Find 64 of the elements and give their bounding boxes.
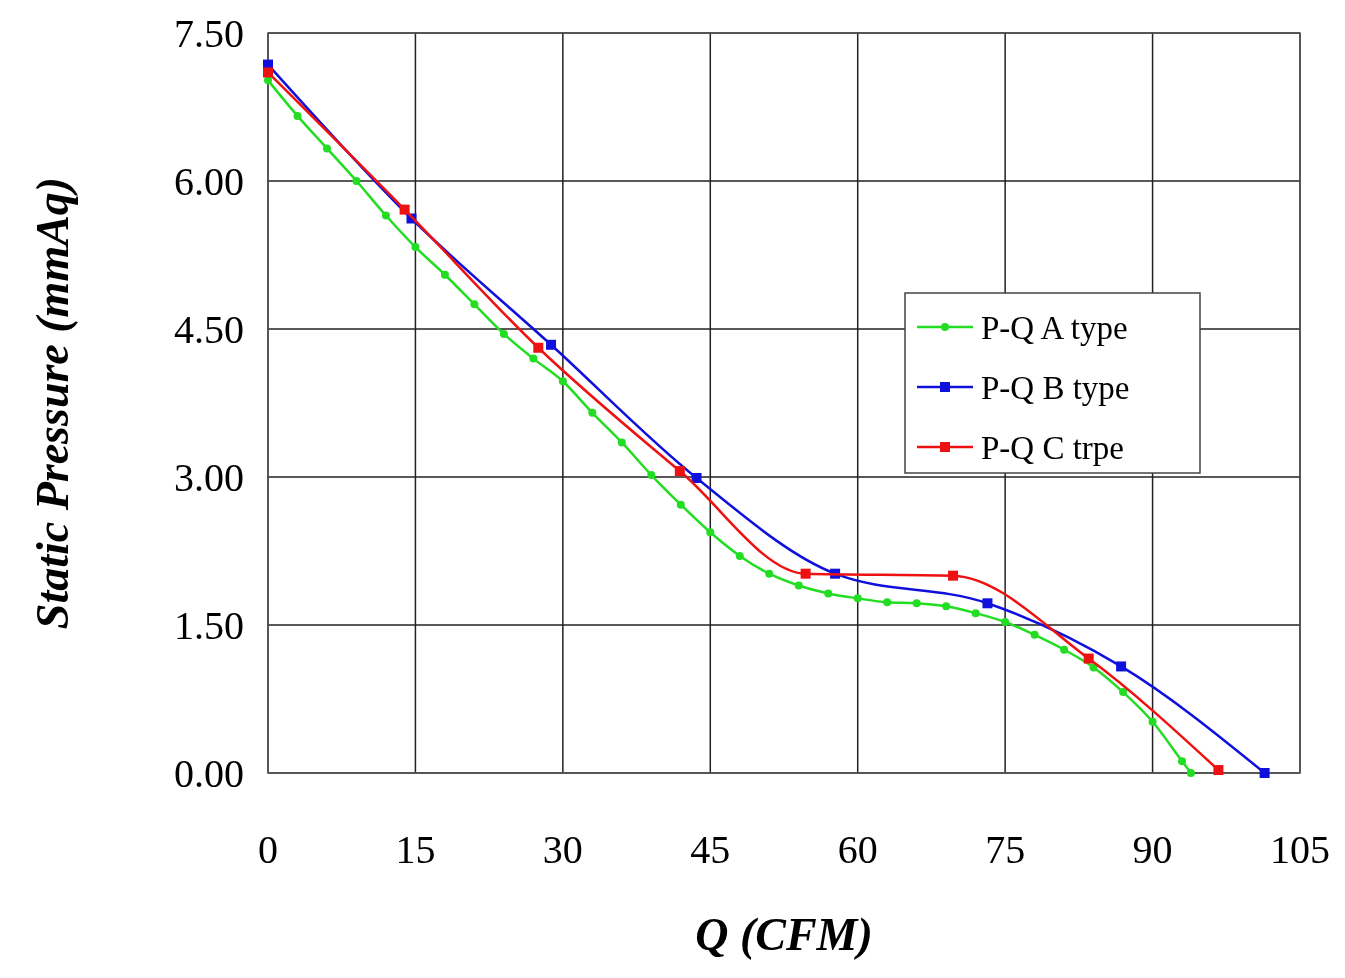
x-tick-label: 90 (1132, 827, 1173, 872)
point (765, 569, 774, 578)
point (1213, 765, 1224, 776)
y-tick-label: 7.50 (174, 11, 244, 56)
point (912, 599, 921, 608)
point (1001, 618, 1010, 627)
point (322, 144, 331, 153)
point (1119, 688, 1128, 697)
point (470, 300, 479, 309)
point (676, 500, 685, 509)
point (1083, 653, 1094, 664)
point (1186, 769, 1195, 777)
point (971, 609, 980, 618)
y-tick-label: 3.00 (174, 455, 244, 500)
x-tick-label: 45 (690, 827, 731, 872)
point (499, 329, 508, 338)
point (1148, 717, 1157, 726)
x-axis-title: Q (CFM) (695, 909, 873, 960)
point (853, 594, 862, 603)
x-tick-label: 105 (1270, 827, 1330, 872)
point (942, 602, 951, 611)
point (794, 581, 803, 590)
point (529, 354, 538, 363)
point (735, 551, 744, 560)
point (533, 342, 544, 353)
point (982, 598, 993, 609)
point (264, 76, 272, 85)
x-tick-label: 75 (985, 827, 1026, 872)
legend-label: P-Q C trpe (981, 429, 1124, 466)
point (691, 472, 702, 483)
point (399, 204, 410, 215)
point (546, 339, 557, 350)
point (558, 377, 567, 386)
point (824, 589, 833, 598)
y-tick-label: 1.50 (174, 603, 244, 648)
point (588, 408, 597, 417)
x-tick-label: 15 (395, 827, 436, 872)
point (411, 243, 420, 252)
legend-label: P-Q B type (981, 369, 1130, 406)
y-tick-label: 6.00 (174, 159, 244, 204)
x-tick-label: 30 (542, 827, 583, 872)
x-tick-label: 60 (837, 827, 878, 872)
y-tick-label: 0.00 (174, 751, 244, 796)
point (617, 438, 626, 447)
x-tick-label: 0 (258, 827, 278, 872)
legend-label: P-Q A type (981, 309, 1128, 346)
point (1030, 630, 1039, 639)
point (1178, 757, 1187, 766)
point (1116, 661, 1127, 672)
point (1259, 768, 1270, 778)
point (948, 570, 959, 581)
point (706, 528, 715, 537)
point (1060, 645, 1069, 654)
y-axis-title: Static Pressure (mmAq) (27, 176, 78, 630)
point (883, 598, 892, 607)
point (647, 471, 656, 480)
point (293, 111, 302, 120)
point (263, 67, 273, 78)
point (352, 177, 361, 185)
point (800, 568, 811, 579)
y-tick-label: 4.50 (174, 307, 244, 352)
point (381, 211, 390, 220)
point (440, 270, 449, 279)
point (674, 466, 685, 477)
